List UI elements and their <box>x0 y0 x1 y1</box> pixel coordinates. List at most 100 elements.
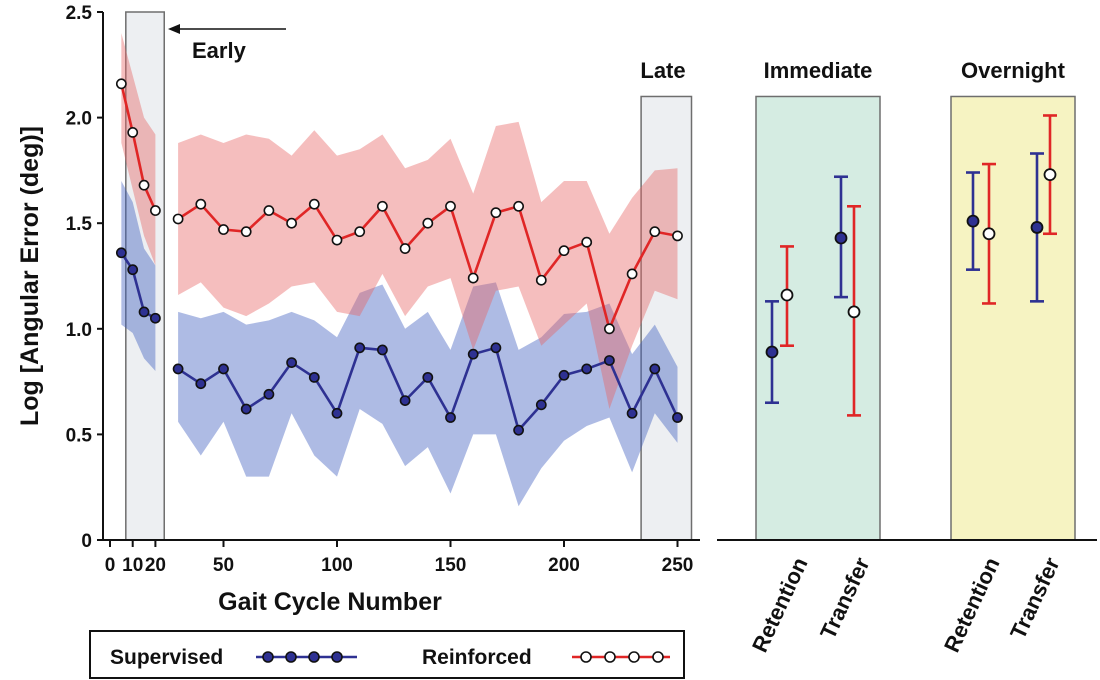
supervised-point <box>513 424 524 436</box>
x-tick-label: 50 <box>213 555 234 576</box>
supervised-mean-point <box>966 214 980 228</box>
supervised-point <box>195 378 207 390</box>
y-tick-label: 2.5 <box>66 3 93 24</box>
x-tick-label: 20 <box>145 555 166 576</box>
reinforced-line <box>120 83 157 212</box>
legend-reinforced-markers <box>580 651 664 663</box>
reinforced-mean-point <box>847 305 861 319</box>
legend-reinforced-label: Reinforced <box>422 646 532 669</box>
legend-supervised-markers <box>262 651 343 663</box>
supervised-point <box>308 371 320 383</box>
error-bars <box>765 114 1057 417</box>
early-label: Early <box>192 38 247 63</box>
reinforced-point <box>172 213 184 225</box>
reinforced-point <box>604 323 615 335</box>
reinforced-point <box>422 217 434 229</box>
supervised-mean-point <box>834 231 848 245</box>
supervised-point <box>149 312 161 324</box>
supervised-point <box>331 407 343 419</box>
category-label-transfer: Transfer <box>815 553 875 643</box>
x-tick-label: 250 <box>662 555 694 576</box>
reinforced-point <box>115 78 127 90</box>
supervised-point <box>604 355 615 366</box>
reinforced-point <box>535 274 547 286</box>
supervised-band <box>178 282 678 507</box>
reinforced-band <box>121 33 156 266</box>
reinforced-point <box>354 226 366 238</box>
supervised-point <box>354 342 366 354</box>
supervised-point <box>649 363 661 375</box>
supervised-point <box>263 388 275 400</box>
supervised-point <box>490 342 502 354</box>
early-arrow-head <box>168 24 180 34</box>
supervised-point <box>218 363 229 375</box>
reinforced-point <box>195 198 207 210</box>
reinforced-band <box>178 121 678 410</box>
supervised-band <box>121 180 156 372</box>
supervised-point <box>581 363 593 375</box>
legend-reinforced-marker <box>628 651 640 663</box>
y-tick-label: 1.0 <box>66 320 92 341</box>
reinforced-point <box>331 234 343 246</box>
legend-reinforced-marker <box>652 651 664 663</box>
category-labels: Retention Transfer Retention Transfer <box>747 553 1065 656</box>
reinforced-point <box>513 200 524 212</box>
reinforced-point <box>581 236 593 248</box>
y-tick-label: 0.5 <box>66 425 93 446</box>
supervised-point <box>240 403 252 415</box>
y-axis-label: Log [Angular Error (deg)] <box>16 126 44 426</box>
supervised-point <box>672 412 683 423</box>
reinforced-mean-point <box>780 288 794 302</box>
supervised-point <box>127 264 139 276</box>
supervised-point <box>535 399 547 411</box>
x-tick-label: 150 <box>435 555 467 576</box>
category-label-retention: Retention <box>939 554 1005 657</box>
reinforced-point <box>445 200 456 212</box>
reinforced-point <box>558 245 570 257</box>
reinforced-point <box>376 200 388 212</box>
supervised-point <box>286 357 297 368</box>
overnight-title: Overnight <box>961 58 1066 83</box>
reinforced-point <box>127 126 139 138</box>
late-window-region <box>640 95 693 541</box>
x-ticks: 0 10 20 50 100 150 200 250 <box>105 540 694 576</box>
supervised-point <box>626 407 638 419</box>
y-tick-label: 1.5 <box>66 214 93 235</box>
supervised-point <box>467 348 479 360</box>
reinforced-point <box>138 179 150 191</box>
supervised-point <box>399 395 411 407</box>
legend-supervised-marker <box>308 651 320 663</box>
reinforced-point <box>149 205 161 216</box>
late-label: Late <box>640 58 685 83</box>
legend-reinforced-marker <box>580 651 592 663</box>
legend-supervised-label: Supervised <box>110 646 223 669</box>
supervised-point <box>558 369 570 381</box>
x-tick-label: 0 <box>105 555 116 576</box>
reinforced-mean-point <box>982 227 996 241</box>
legend-reinforced-marker <box>604 651 616 663</box>
reinforced-point <box>626 268 638 280</box>
x-tick-label: 200 <box>548 555 580 576</box>
overnight-panel <box>950 95 1076 541</box>
x-axis-label: Gait Cycle Number <box>218 588 442 616</box>
x-tick-label: 10 <box>122 555 143 576</box>
reinforced-point <box>467 272 479 284</box>
reinforced-mean-point <box>1043 168 1057 182</box>
confidence-bands <box>121 33 678 507</box>
legend-supervised-marker <box>262 651 274 663</box>
early-window-region <box>125 11 165 541</box>
reinforced-point <box>308 198 320 210</box>
reinforced-point <box>399 243 411 254</box>
reinforced-point <box>240 226 252 238</box>
reinforced-point <box>286 217 297 229</box>
y-tick-label: 2.0 <box>66 109 92 130</box>
x-tick-label: 100 <box>321 555 353 576</box>
immediate-panel <box>755 95 881 541</box>
reinforced-point <box>490 207 502 219</box>
y-ticks: 0 0.5 1.0 1.5 2.0 2.5 <box>66 3 103 552</box>
supervised-mean-point <box>1030 221 1044 234</box>
legend-supervised-marker <box>285 651 297 663</box>
series-markers <box>115 78 683 436</box>
supervised-point <box>376 344 388 356</box>
